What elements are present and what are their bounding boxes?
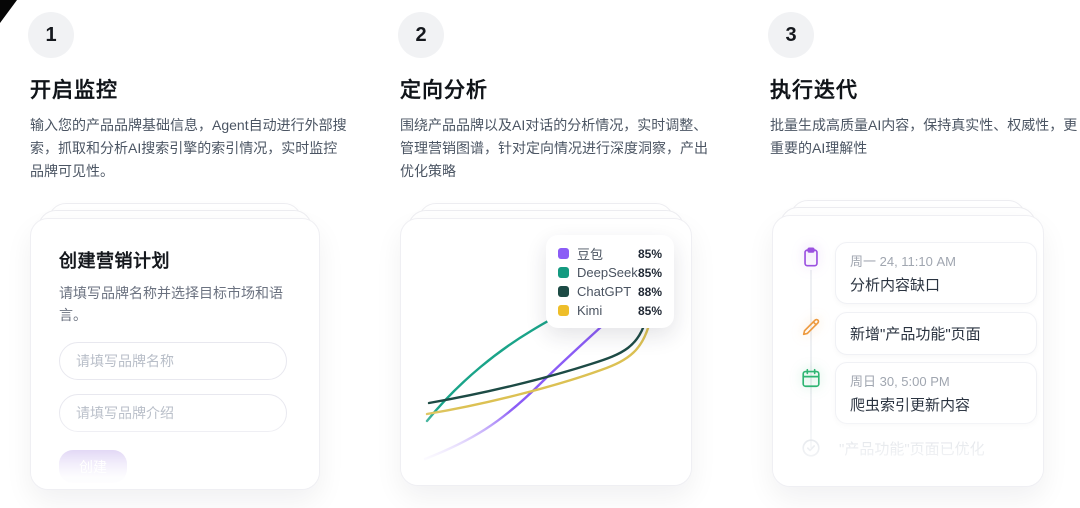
step-1-title: 开启监控 — [30, 79, 118, 102]
step-2-description: 围绕产品品牌以及AI对话的分析情况，实时调整、管理营销图谱，针对定向情况进行深度… — [400, 117, 708, 180]
timeline-item-time: 周一 24, 11:10 AM — [850, 254, 956, 269]
legend-label: ChatGPT — [577, 284, 632, 299]
step-3-badge: 3 — [768, 12, 814, 58]
timeline-item-label: 新增"产品功能"页面 — [850, 326, 981, 343]
legend-value: 85% — [637, 303, 662, 318]
step-1-badge: 1 — [28, 12, 74, 58]
brand-intro-input[interactable] — [59, 394, 287, 433]
line-kimi — [425, 315, 653, 416]
step-3-description: 批量生成高质量AI内容，保持真实性、权威性，更重要的AI理解性 — [770, 117, 1078, 157]
timeline-item: 周一 24, 11:10 AM 分析内容缺口 — [835, 242, 1037, 304]
timeline-card: 周一 24, 11:10 AM 分析内容缺口 新增"产品功能"页面 周日 30,… — [772, 215, 1044, 487]
brand-name-input[interactable] — [59, 342, 287, 381]
visibility-chart-card: 豆包 85% DeepSeek 85% ChatGPT 88% Kimi 85% — [400, 218, 692, 486]
plan-card-subtitle: 请填写品牌名称并选择目标市场和语言。 — [59, 285, 283, 324]
pencil-icon — [800, 316, 822, 338]
chart-legend: 豆包 85% DeepSeek 85% ChatGPT 88% Kimi 85% — [546, 235, 674, 328]
timeline-rail — [810, 270, 812, 448]
chatgpt-swatch-icon — [558, 286, 569, 297]
legend-row-doubao: 豆包 85% — [558, 244, 662, 263]
line-deepseek — [425, 311, 567, 423]
clipboard-icon — [800, 246, 822, 268]
calendar-icon — [800, 367, 822, 389]
timeline-item-faded: "产品功能"页面已优化 — [839, 441, 985, 458]
legend-value: 88% — [637, 284, 662, 299]
timeline-item-label: 分析内容缺口 — [850, 277, 941, 294]
timeline-item-time: 周日 30, 5:00 PM — [850, 374, 950, 389]
step-1-description: 输入您的产品品牌基础信息，Agent自动进行外部搜索，抓取和分析AI搜索引擎的索… — [30, 117, 347, 180]
legend-value: 85% — [637, 246, 662, 261]
legend-label: DeepSeek — [577, 265, 638, 280]
kimi-swatch-icon — [558, 305, 569, 316]
timeline-item: 新增"产品功能"页面 — [835, 312, 1037, 355]
legend-row-chatgpt: ChatGPT 88% — [558, 282, 662, 301]
legend-label: 豆包 — [577, 247, 604, 262]
timeline-item-label: 爬虫索引更新内容 — [850, 397, 971, 414]
plan-card-title: 创建营销计划 — [59, 251, 170, 271]
timeline-item: 周日 30, 5:00 PM 爬虫索引更新内容 — [835, 362, 1037, 424]
deepseek-swatch-icon — [558, 267, 569, 278]
line-chatgpt — [427, 314, 649, 405]
step-2-badge: 2 — [398, 12, 444, 58]
legend-value: 85% — [637, 265, 662, 280]
create-button[interactable]: 创建 — [59, 450, 127, 484]
step-2-title: 定向分析 — [400, 79, 488, 102]
create-plan-card: 创建营销计划 请填写品牌名称并选择目标市场和语言。 创建 — [30, 218, 320, 490]
check-circle-icon — [800, 437, 822, 459]
step-3-title: 执行迭代 — [770, 79, 858, 102]
legend-row-kimi: Kimi 85% — [558, 301, 662, 320]
legend-row-deepseek: DeepSeek 85% — [558, 263, 662, 282]
doubao-swatch-icon — [558, 248, 569, 259]
screenshot-corner-artifact — [0, 0, 17, 23]
legend-label: Kimi — [577, 303, 603, 318]
